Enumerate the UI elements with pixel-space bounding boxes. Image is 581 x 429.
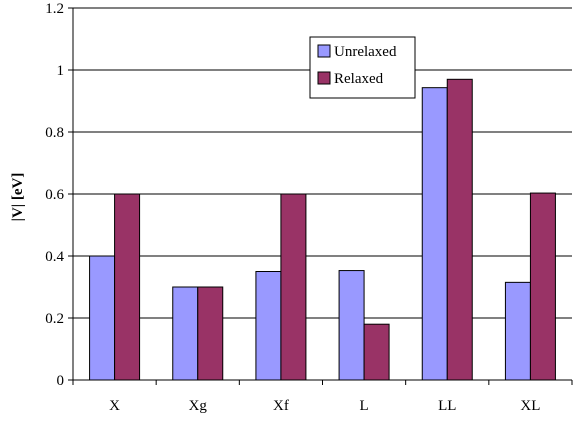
bar-unrelaxed-xf: [255, 271, 282, 381]
legend-swatch-relaxed: [317, 71, 331, 85]
y-tick-label: 0.4: [45, 249, 64, 265]
x-category-label: Xf: [273, 398, 289, 414]
bar-relaxed-x: [114, 193, 141, 381]
x-category-label: Xg: [189, 398, 208, 414]
y-tick-label: 1.2: [45, 1, 64, 17]
y-tick-label: 0.8: [45, 125, 64, 141]
axes: 00.20.40.60.811.2X Xg Xf L LL XL: [45, 1, 573, 414]
legend: Unrelaxed Relaxed: [309, 36, 416, 99]
bar-relaxed-xl: [529, 192, 556, 381]
bar-unrelaxed-xl: [504, 281, 531, 381]
bar-relaxed-ll: [446, 78, 473, 381]
y-tick-label: 0.2: [45, 311, 64, 327]
bar-unrelaxed-xg: [172, 286, 199, 381]
bar-relaxed-xg: [197, 286, 224, 381]
bar-unrelaxed-ll: [421, 87, 448, 381]
x-category-label: LL: [438, 398, 456, 414]
x-category-label: XL: [520, 398, 540, 414]
x-category-label: L: [359, 398, 368, 414]
y-tick-label: 0: [57, 373, 65, 389]
legend-swatch-unrelaxed: [317, 44, 331, 58]
bar-unrelaxed-x: [89, 255, 116, 381]
bar-unrelaxed-l: [338, 270, 365, 381]
bar-relaxed-xf: [280, 193, 307, 381]
y-tick-label: 0.6: [45, 187, 64, 203]
y-axis-label: |V| [eV]: [10, 173, 26, 222]
y-tick-label: 1: [57, 63, 65, 79]
legend-label-relaxed: Relaxed: [334, 71, 384, 87]
legend-label-unrelaxed: Unrelaxed: [334, 44, 397, 60]
x-category-label: X: [109, 398, 120, 414]
bars: [89, 78, 556, 381]
bar-relaxed-l: [363, 323, 390, 381]
